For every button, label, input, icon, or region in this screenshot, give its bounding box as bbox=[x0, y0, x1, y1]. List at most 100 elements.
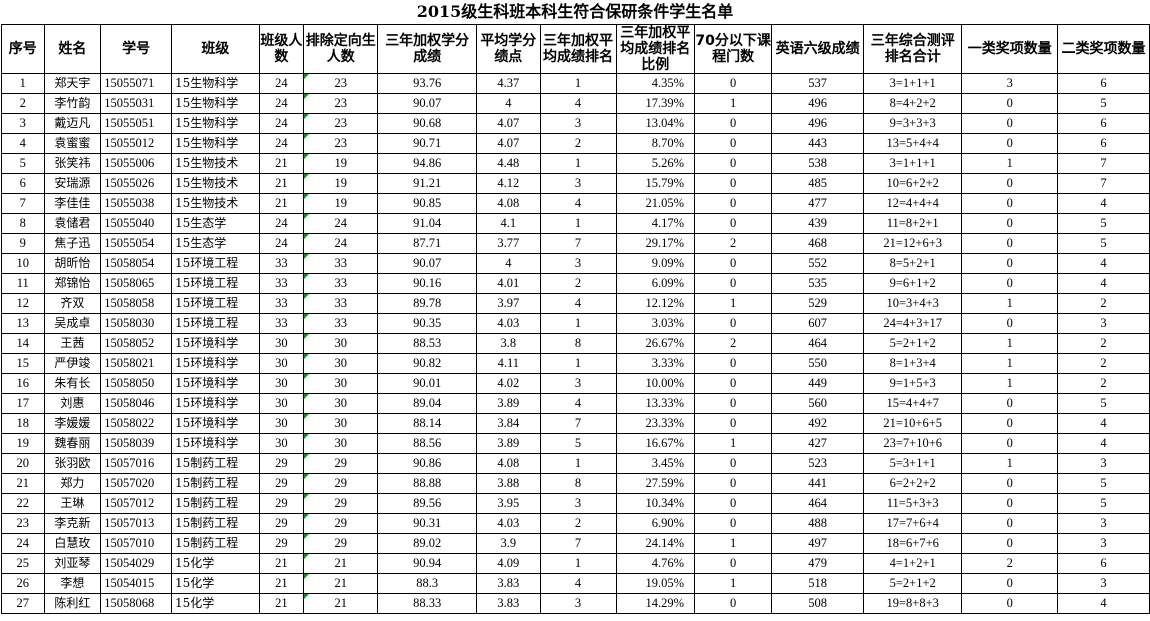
cell-award-2-count[interactable]: 5 bbox=[1057, 393, 1150, 414]
cell-cet6-score[interactable]: 485 bbox=[771, 173, 865, 194]
cell-rank[interactable]: 1 bbox=[539, 213, 617, 234]
cell-class[interactable]: 15生物科学 bbox=[170, 133, 260, 154]
cell-excluded-count[interactable]: 29 bbox=[303, 473, 379, 494]
cell-rank[interactable]: 3 bbox=[539, 113, 617, 134]
cell-class-size[interactable]: 29 bbox=[258, 473, 305, 494]
cell-student-id[interactable]: 15055012 bbox=[100, 133, 172, 154]
cell-weighted-score[interactable]: 90.85 bbox=[377, 193, 478, 214]
cell-weighted-score[interactable]: 88.3 bbox=[377, 573, 478, 594]
cell-low-score-courses[interactable]: 0 bbox=[694, 493, 773, 514]
cell-award-1-count[interactable]: 0 bbox=[961, 393, 1059, 414]
cell-rank-ratio[interactable]: 6.90% bbox=[615, 513, 696, 534]
cell-rank[interactable]: 1 bbox=[539, 453, 617, 474]
cell-cet6-score[interactable]: 550 bbox=[771, 353, 865, 374]
cell-cet6-score[interactable]: 523 bbox=[771, 453, 865, 474]
cell-class[interactable]: 15环境科学 bbox=[170, 353, 260, 374]
cell-gpa[interactable]: 3.89 bbox=[476, 433, 541, 454]
cell-seq[interactable]: 1 bbox=[1, 73, 45, 94]
cell-excluded-count[interactable]: 21 bbox=[303, 553, 379, 574]
cell-rank-ratio[interactable]: 14.29% bbox=[615, 593, 696, 614]
cell-seq[interactable]: 8 bbox=[1, 213, 45, 234]
cell-rank-ratio[interactable]: 27.59% bbox=[615, 473, 696, 494]
cell-gpa[interactable]: 3.84 bbox=[476, 413, 541, 434]
cell-rank[interactable]: 8 bbox=[539, 333, 617, 354]
cell-rank[interactable]: 3 bbox=[539, 173, 617, 194]
cell-rank[interactable]: 3 bbox=[539, 593, 617, 614]
cell-name[interactable]: 郑力 bbox=[43, 473, 102, 494]
cell-eval-rank-sum[interactable]: 18=6+7+6 bbox=[863, 533, 963, 554]
cell-cet6-score[interactable]: 607 bbox=[771, 313, 865, 334]
cell-student-id[interactable]: 15055054 bbox=[100, 233, 172, 254]
cell-rank-ratio[interactable]: 26.67% bbox=[615, 333, 696, 354]
cell-low-score-courses[interactable]: 0 bbox=[694, 73, 773, 94]
cell-rank-ratio[interactable]: 16.67% bbox=[615, 433, 696, 454]
cell-student-id[interactable]: 15054015 bbox=[100, 573, 172, 594]
cell-rank[interactable]: 3 bbox=[539, 493, 617, 514]
cell-cet6-score[interactable]: 497 bbox=[771, 533, 865, 554]
cell-class[interactable]: 15生物技术 bbox=[170, 153, 260, 174]
cell-class[interactable]: 15生态学 bbox=[170, 213, 260, 234]
cell-cet6-score[interactable]: 439 bbox=[771, 213, 865, 234]
cell-name[interactable]: 郑锦怡 bbox=[43, 273, 102, 294]
cell-rank-ratio[interactable]: 6.09% bbox=[615, 273, 696, 294]
cell-low-score-courses[interactable]: 0 bbox=[694, 213, 773, 234]
cell-award-1-count[interactable]: 0 bbox=[961, 273, 1059, 294]
cell-rank[interactable]: 2 bbox=[539, 513, 617, 534]
cell-eval-rank-sum[interactable]: 21=12+6+3 bbox=[863, 233, 963, 254]
cell-gpa[interactable]: 3.83 bbox=[476, 593, 541, 614]
cell-weighted-score[interactable]: 91.04 bbox=[377, 213, 478, 234]
cell-student-id[interactable]: 15058022 bbox=[100, 413, 172, 434]
cell-rank-ratio[interactable]: 29.17% bbox=[615, 233, 696, 254]
cell-excluded-count[interactable]: 33 bbox=[303, 313, 379, 334]
cell-gpa[interactable]: 3.77 bbox=[476, 233, 541, 254]
cell-student-id[interactable]: 15058058 bbox=[100, 293, 172, 314]
cell-student-id[interactable]: 15058065 bbox=[100, 273, 172, 294]
cell-name[interactable]: 李竹韵 bbox=[43, 93, 102, 114]
cell-award-2-count[interactable]: 4 bbox=[1057, 193, 1150, 214]
cell-weighted-score[interactable]: 90.31 bbox=[377, 513, 478, 534]
cell-student-id[interactable]: 15057010 bbox=[100, 533, 172, 554]
cell-award-2-count[interactable]: 4 bbox=[1057, 253, 1150, 274]
cell-cet6-score[interactable]: 449 bbox=[771, 373, 865, 394]
cell-name[interactable]: 张羽欧 bbox=[43, 453, 102, 474]
cell-award-2-count[interactable]: 3 bbox=[1057, 573, 1150, 594]
cell-award-2-count[interactable]: 5 bbox=[1057, 493, 1150, 514]
cell-gpa[interactable]: 3.95 bbox=[476, 493, 541, 514]
cell-eval-rank-sum[interactable]: 3=1+1+1 bbox=[863, 73, 963, 94]
cell-award-1-count[interactable]: 1 bbox=[961, 293, 1059, 314]
cell-class-size[interactable]: 21 bbox=[258, 193, 305, 214]
cell-name[interactable]: 李克新 bbox=[43, 513, 102, 534]
cell-weighted-score[interactable]: 90.01 bbox=[377, 373, 478, 394]
cell-rank[interactable]: 7 bbox=[539, 533, 617, 554]
cell-rank[interactable]: 7 bbox=[539, 233, 617, 254]
cell-rank-ratio[interactable]: 10.34% bbox=[615, 493, 696, 514]
cell-excluded-count[interactable]: 33 bbox=[303, 293, 379, 314]
cell-name[interactable]: 李想 bbox=[43, 573, 102, 594]
cell-award-2-count[interactable]: 4 bbox=[1057, 273, 1150, 294]
cell-seq[interactable]: 21 bbox=[1, 473, 45, 494]
cell-seq[interactable]: 12 bbox=[1, 293, 45, 314]
cell-gpa[interactable]: 4.02 bbox=[476, 373, 541, 394]
cell-class-size[interactable]: 30 bbox=[258, 333, 305, 354]
cell-low-score-courses[interactable]: 2 bbox=[694, 333, 773, 354]
cell-class-size[interactable]: 30 bbox=[258, 373, 305, 394]
cell-gpa[interactable]: 3.97 bbox=[476, 293, 541, 314]
cell-weighted-score[interactable]: 90.16 bbox=[377, 273, 478, 294]
cell-name[interactable]: 白慧玫 bbox=[43, 533, 102, 554]
cell-seq[interactable]: 7 bbox=[1, 193, 45, 214]
cell-award-1-count[interactable]: 0 bbox=[961, 513, 1059, 534]
cell-class[interactable]: 15化学 bbox=[170, 553, 260, 574]
cell-cet6-score[interactable]: 443 bbox=[771, 133, 865, 154]
cell-award-1-count[interactable]: 0 bbox=[961, 313, 1059, 334]
cell-name[interactable]: 严伊竣 bbox=[43, 353, 102, 374]
cell-gpa[interactable]: 3.8 bbox=[476, 333, 541, 354]
cell-student-id[interactable]: 15058039 bbox=[100, 433, 172, 454]
cell-rank-ratio[interactable]: 17.39% bbox=[615, 93, 696, 114]
cell-award-2-count[interactable]: 7 bbox=[1057, 173, 1150, 194]
cell-seq[interactable]: 2 bbox=[1, 93, 45, 114]
cell-award-2-count[interactable]: 4 bbox=[1057, 593, 1150, 614]
cell-rank-ratio[interactable]: 10.00% bbox=[615, 373, 696, 394]
cell-rank-ratio[interactable]: 8.70% bbox=[615, 133, 696, 154]
cell-name[interactable]: 安瑞源 bbox=[43, 173, 102, 194]
cell-name[interactable]: 吴成卓 bbox=[43, 313, 102, 334]
